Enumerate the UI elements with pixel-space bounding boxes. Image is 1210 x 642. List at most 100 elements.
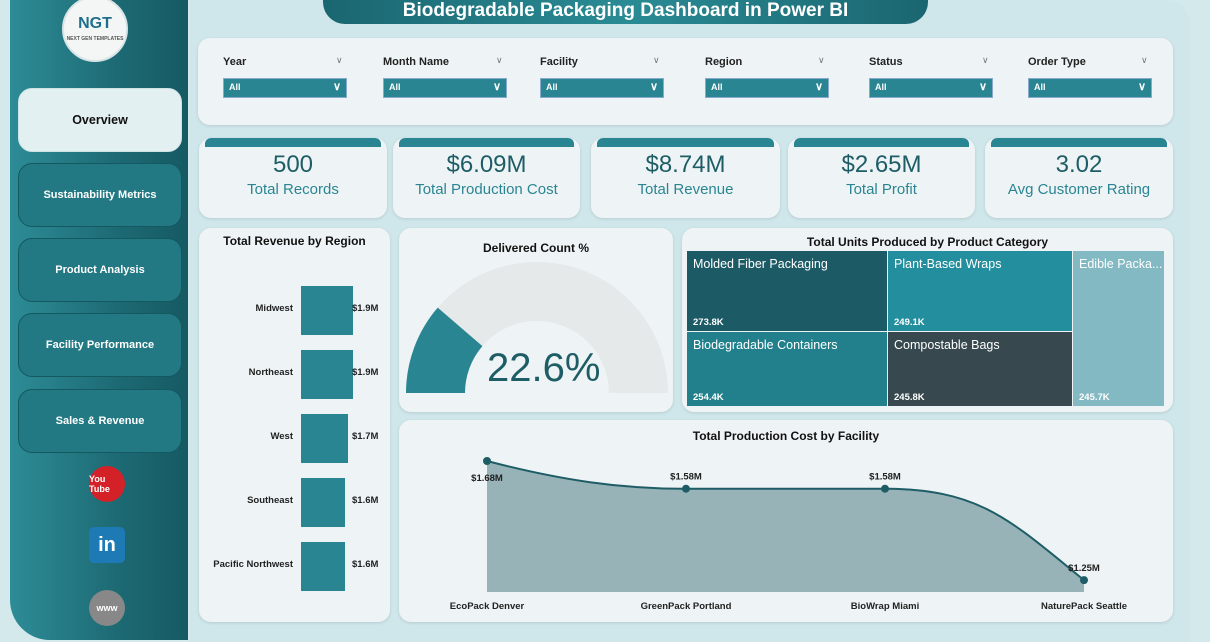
- x-tick-label: GreenPack Portland: [641, 601, 732, 612]
- filter-dropdown-facility[interactable]: All ∨: [540, 78, 664, 98]
- data-point: [682, 484, 690, 493]
- bar-data-label: $1.6M: [352, 495, 379, 506]
- chevron-down-icon: ∨: [492, 81, 501, 93]
- chevron-down-icon[interactable]: ∨: [982, 55, 989, 65]
- chevron-down-icon: ∨: [332, 81, 341, 93]
- dropdown-value: All: [389, 82, 401, 92]
- nav-sales-revenue[interactable]: Sales & Revenue: [18, 389, 182, 453]
- kpi-label: Avg Customer Rating: [1007, 181, 1151, 198]
- nav-product-analysis[interactable]: Product Analysis: [18, 238, 182, 302]
- data-point: [881, 484, 889, 493]
- bar[interactable]: [301, 478, 345, 527]
- tile-value: 245.7K: [1079, 392, 1110, 403]
- linkedin-icon[interactable]: in: [89, 527, 125, 563]
- gauge-chart: [406, 262, 668, 393]
- kpi-card: $6.09M Total Production Cost: [393, 138, 580, 218]
- youtube-icon[interactable]: You Tube: [89, 466, 125, 502]
- bar[interactable]: [301, 350, 353, 399]
- point-label: $1.25M: [1068, 563, 1100, 574]
- bar[interactable]: [301, 542, 345, 591]
- tile-value: 249.1K: [894, 317, 925, 328]
- nav-facility-performance[interactable]: Facility Performance: [18, 313, 182, 377]
- tile-label: Edible Packa...: [1079, 257, 1163, 271]
- chevron-down-icon: ∨: [649, 81, 658, 93]
- treemap-tile[interactable]: Plant-Based Wraps 249.1K: [888, 251, 1072, 331]
- chevron-down-icon[interactable]: ∨: [818, 55, 825, 65]
- filter-dropdown-year[interactable]: All ∨: [223, 78, 347, 98]
- x-tick-label: BioWrap Miami: [851, 601, 919, 612]
- filter-dropdown-status[interactable]: All ∨: [869, 78, 993, 98]
- kpi-label: Total Revenue: [637, 181, 734, 198]
- nav-sustainability-metrics[interactable]: Sustainability Metrics: [18, 163, 182, 227]
- point-label: $1.58M: [670, 472, 702, 483]
- data-point: [483, 457, 491, 465]
- logo-text: NGT: [78, 15, 112, 32]
- bar-category-label: West: [270, 431, 293, 442]
- bar-category-label: Northeast: [248, 367, 293, 378]
- chevron-down-icon[interactable]: ∨: [496, 55, 503, 65]
- filter-dropdown-region[interactable]: All ∨: [705, 78, 829, 98]
- tile-label: Biodegradable Containers: [693, 338, 838, 352]
- gauge-fill: [406, 307, 483, 393]
- filter-dropdown-month-name[interactable]: All ∨: [383, 78, 507, 98]
- dropdown-value: All: [875, 82, 887, 92]
- kpi-card: $8.74M Total Revenue: [591, 138, 780, 218]
- bar-data-label: $1.7M: [352, 431, 379, 442]
- filter-label: Year: [223, 56, 247, 68]
- treemap-tile[interactable]: Biodegradable Containers 254.4K: [687, 332, 887, 406]
- tile-label: Molded Fiber Packaging: [693, 257, 828, 271]
- filter-label: Region: [705, 56, 743, 68]
- revenue-by-region-card: [199, 228, 390, 622]
- chevron-down-icon[interactable]: ∨: [1141, 55, 1148, 65]
- filter-dropdown-order-type[interactable]: All ∨: [1028, 78, 1152, 98]
- chevron-down-icon[interactable]: ∨: [336, 55, 343, 65]
- bar[interactable]: [301, 414, 348, 463]
- kpi-card: 3.02 Avg Customer Rating: [985, 138, 1173, 218]
- treemap-tile[interactable]: Compostable Bags 245.8K: [888, 332, 1072, 406]
- x-tick-label: NaturePack Seattle: [1041, 601, 1127, 612]
- gauge-value: 22.6%: [487, 346, 601, 390]
- kpi-card: 500 Total Records: [199, 138, 387, 218]
- logo-subtext: NEXT GEN TEMPLATES: [66, 36, 124, 42]
- tile-label: Compostable Bags: [894, 338, 1000, 352]
- chart-title: Total Revenue by Region: [223, 234, 366, 248]
- kpi-label: Total Records: [247, 181, 339, 198]
- chevron-down-icon: ∨: [814, 81, 823, 93]
- ngt-logo: NGT NEXT GEN TEMPLATES: [62, 0, 128, 62]
- nav-overview[interactable]: Overview: [18, 88, 182, 152]
- kpi-value: 500: [272, 151, 314, 178]
- filter-label: Facility: [540, 56, 578, 68]
- tile-label: Plant-Based Wraps: [894, 257, 1002, 271]
- area-fill: [487, 461, 1084, 592]
- filter-label: Order Type: [1028, 56, 1086, 68]
- chevron-down-icon: ∨: [1137, 81, 1146, 93]
- point-label: $1.68M: [471, 473, 503, 484]
- chart-title: Delivered Count %: [482, 241, 590, 255]
- filter-panel: [198, 38, 1173, 125]
- kpi-accent-bar: [991, 138, 1167, 147]
- treemap-tile[interactable]: Edible Packa... 245.7K: [1073, 251, 1164, 406]
- point-label: $1.58M: [869, 472, 901, 483]
- tile-value: 273.8K: [693, 317, 724, 328]
- x-tick-label: EcoPack Denver: [450, 601, 525, 612]
- treemap-tile[interactable]: Molded Fiber Packaging 273.8K: [687, 251, 887, 331]
- kpi-label: Total Profit: [846, 181, 917, 198]
- bar[interactable]: [301, 286, 353, 335]
- chevron-down-icon: ∨: [978, 81, 987, 93]
- data-point: [1080, 576, 1088, 585]
- dropdown-value: All: [1034, 82, 1046, 92]
- dropdown-value: All: [229, 82, 241, 92]
- kpi-accent-bar: [205, 138, 381, 147]
- bar-category-label: Midwest: [255, 303, 293, 314]
- page-title: Biodegradable Packaging Dashboard in Pow…: [323, 0, 928, 24]
- kpi-accent-bar: [399, 138, 574, 147]
- bar-category-label: Southeast: [247, 495, 293, 506]
- bar-data-label: $1.9M: [352, 303, 379, 314]
- chevron-down-icon[interactable]: ∨: [653, 55, 660, 65]
- globe-www-icon[interactable]: www: [89, 590, 125, 626]
- kpi-accent-bar: [597, 138, 774, 147]
- kpi-value: $2.65M: [841, 151, 922, 178]
- bar-data-label: $1.6M: [352, 559, 379, 570]
- dropdown-value: All: [711, 82, 723, 92]
